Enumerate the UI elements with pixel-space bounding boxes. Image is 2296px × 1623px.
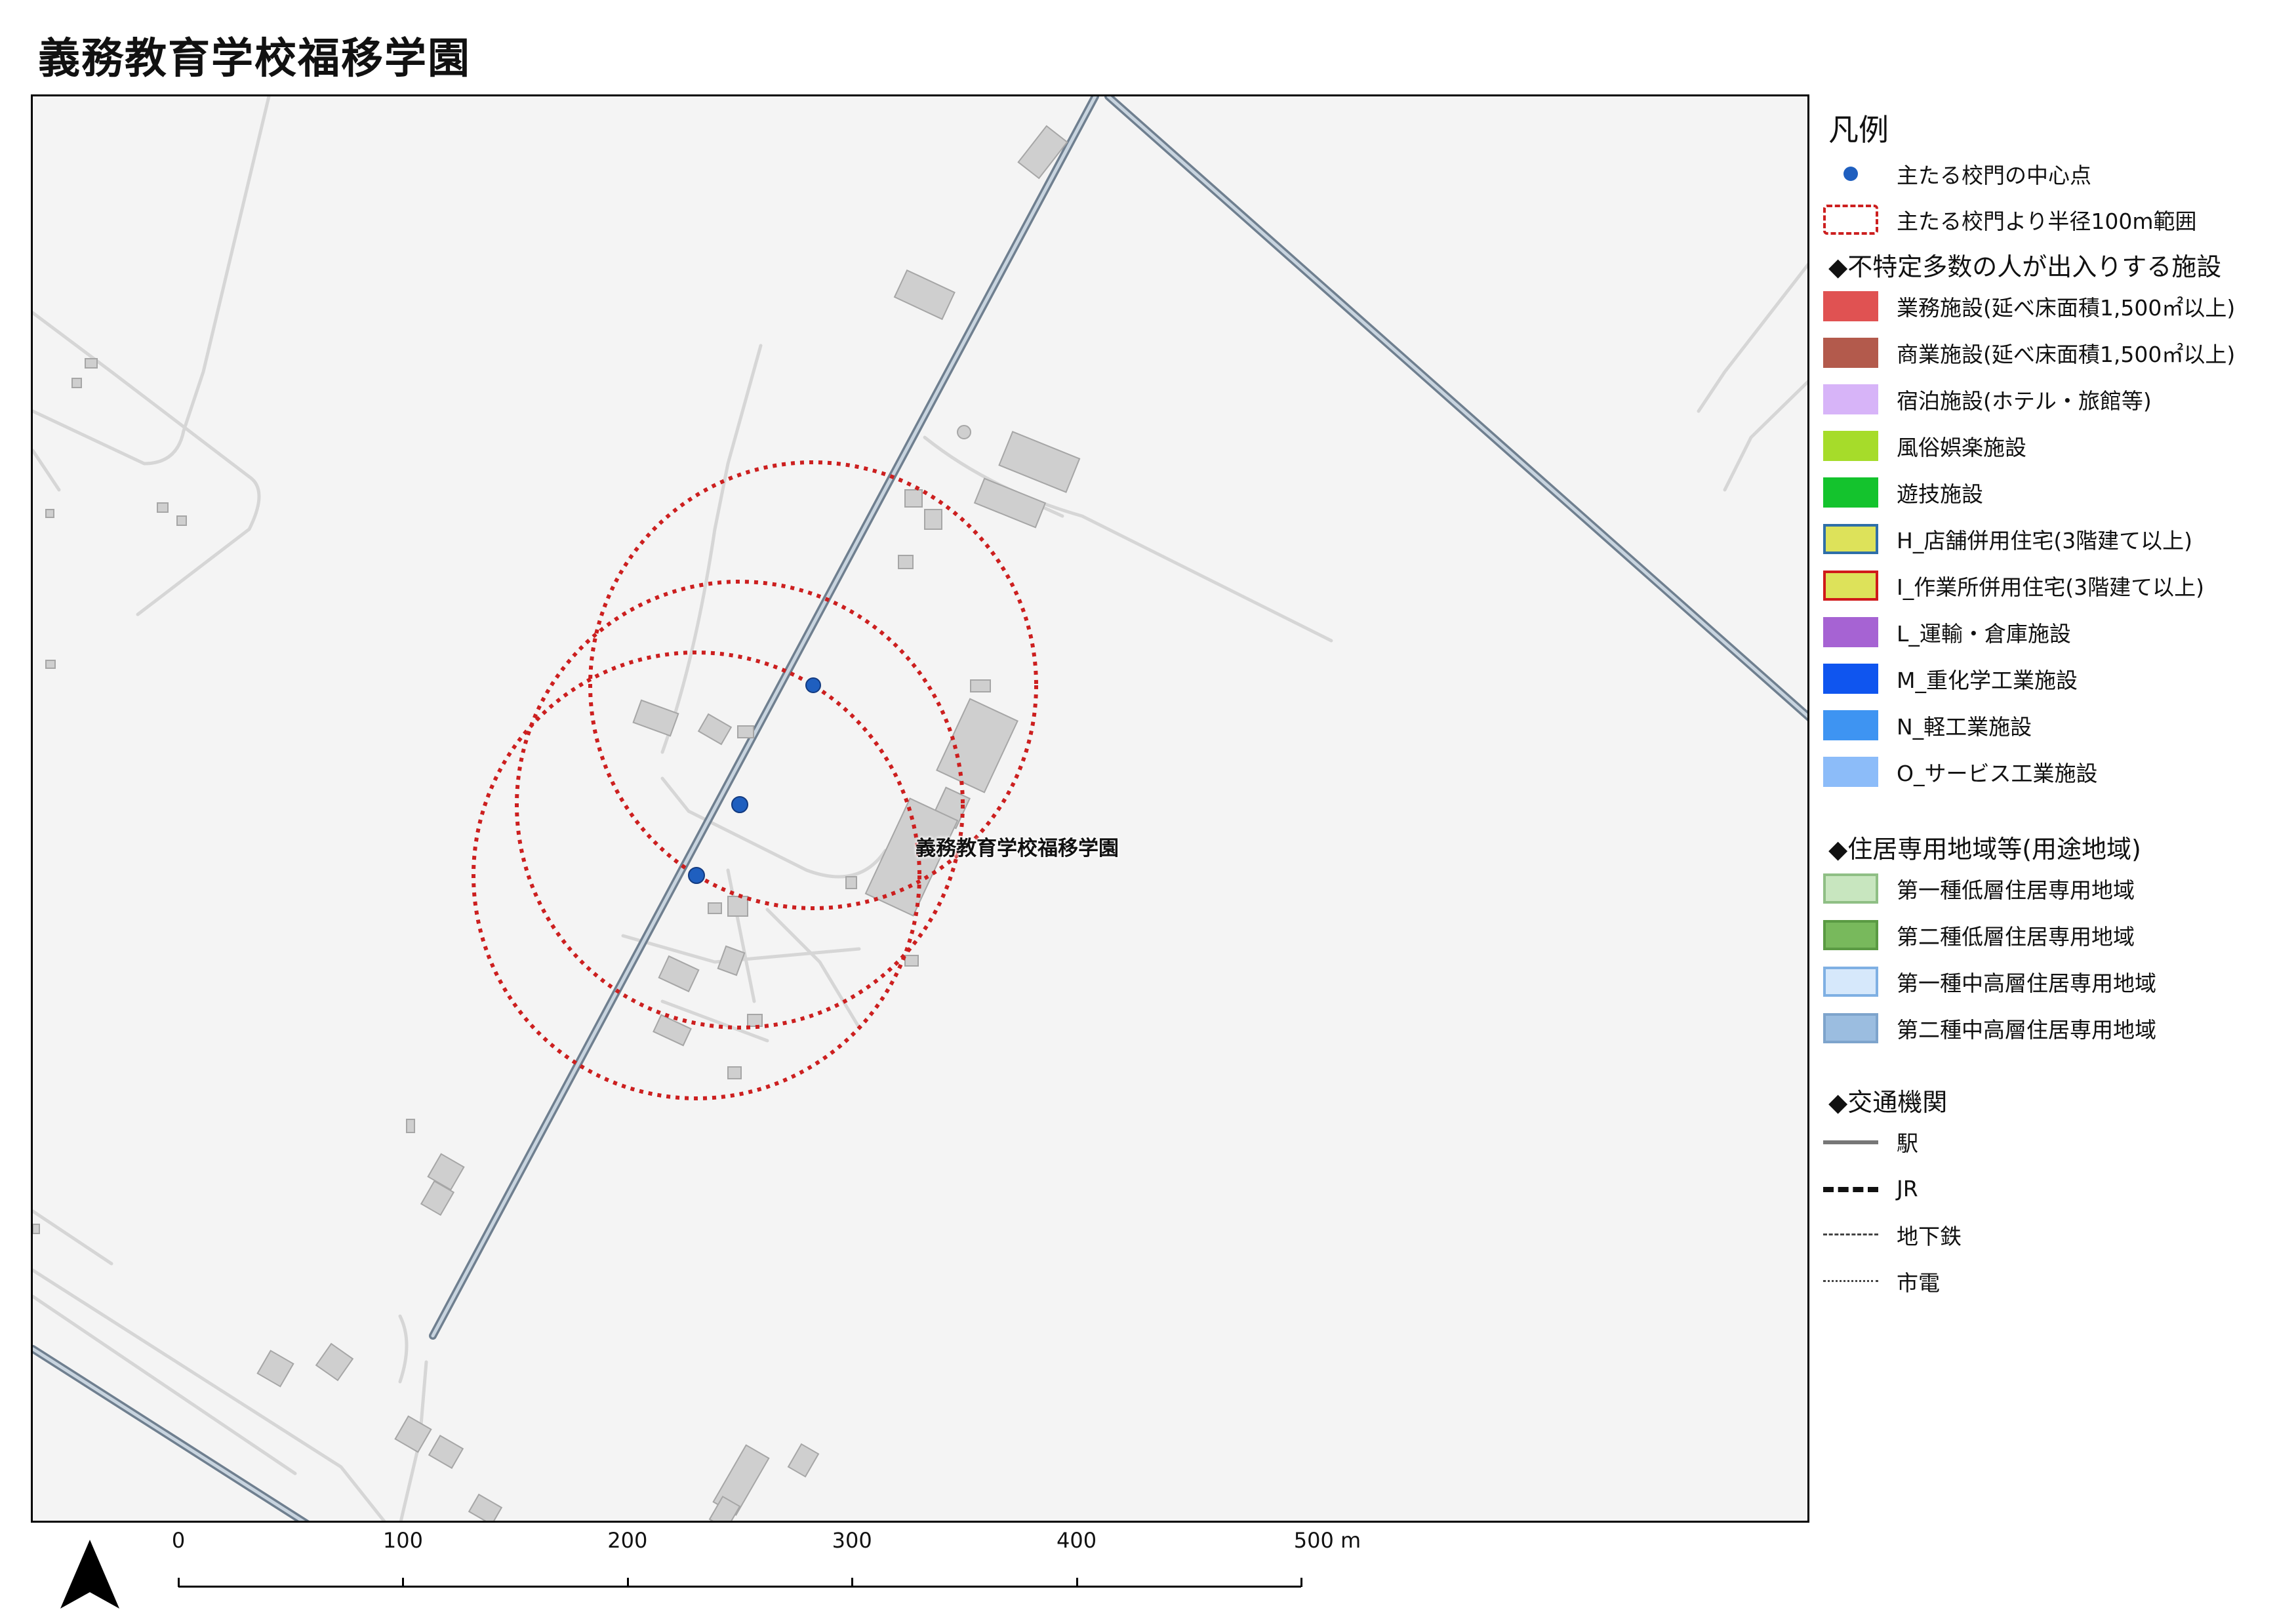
legend-label: M_重化学工業施設 <box>1897 668 2078 693</box>
legend-swatch <box>1823 757 1878 787</box>
legend-item-facility-6: I_作業所併用住宅(3階建て以上) <box>1823 569 2204 602</box>
legend-label: 第二種低層住居専用地域 <box>1897 924 2135 950</box>
legend-label: 駅 <box>1897 1131 1918 1156</box>
buildings <box>33 125 1081 1521</box>
gate-point-center <box>731 796 748 813</box>
legend-swatch <box>1823 617 1878 647</box>
legend-swatch <box>1823 571 1878 601</box>
legend-swatch <box>1823 664 1878 694</box>
legend-item-facility-2: 宿泊施設(ホテル・旅館等) <box>1823 383 2152 416</box>
radius-circle-north <box>588 460 1038 910</box>
legend-item-transport-1: JR <box>1823 1172 1918 1205</box>
map-frame[interactable]: 義務教育学校福移学園 <box>31 94 1809 1523</box>
legend-heading-facilities: ◆不特定多数の人が出入りする施設 <box>1828 252 2222 281</box>
north-arrow-icon <box>60 1540 119 1609</box>
scale-tick <box>851 1578 854 1587</box>
legend-heading-zoning: ◆住居専用地域等(用途地域) <box>1828 835 2141 864</box>
railway-lines <box>33 96 1807 1521</box>
legend-label: 第二種中高層住居専用地域 <box>1897 1017 2156 1043</box>
legend-swatch <box>1823 1013 1878 1043</box>
legend-line-swatch <box>1823 1127 1878 1157</box>
school-label: 義務教育学校福移学園 <box>916 837 1119 860</box>
radius-circle-center <box>515 580 965 1030</box>
legend-item-zoning-1: 第二種低層住居専用地域 <box>1823 919 2135 952</box>
gate-points <box>688 677 821 884</box>
legend-label: 第一種低層住居専用地域 <box>1897 877 2135 903</box>
legend-swatch <box>1823 524 1878 554</box>
legend-swatch <box>1823 291 1878 321</box>
legend-item-facility-10: O_サービス工業施設 <box>1823 755 2097 788</box>
legend-item-gate-radius: 主たる校門より半径100m範囲 <box>1823 203 2196 236</box>
legend-label: H_店舗併用住宅(3階建て以上) <box>1897 528 2193 553</box>
legend-item-facility-0: 業務施設(延べ床面積1,500㎡以上) <box>1823 290 2235 323</box>
map-title: 義務教育学校福移学園 <box>38 35 471 83</box>
legend-swatch <box>1823 710 1878 740</box>
legend-item-zoning-3: 第二種中高層住居専用地域 <box>1823 1012 2156 1045</box>
scale-tick <box>626 1578 629 1587</box>
scale-tick-label: 0 <box>171 1528 186 1553</box>
legend-label: O_サービス工業施設 <box>1897 761 2098 786</box>
legend-item-facility-1: 商業施設(延べ床面積1,500㎡以上) <box>1823 336 2235 369</box>
legend-label: JR <box>1897 1175 1918 1201</box>
legend-label: L_運輸・倉庫施設 <box>1897 621 2071 647</box>
legend-item-transport-0: 駅 <box>1823 1125 1918 1158</box>
legend-swatch <box>1823 967 1878 997</box>
legend-label: 主たる校門より半径100m範囲 <box>1897 209 2197 234</box>
legend-label: N_軽工業施設 <box>1897 714 2032 740</box>
legend-item-facility-5: H_店舗併用住宅(3階建て以上) <box>1823 523 2192 555</box>
legend-item-zoning-2: 第一種中高層住居専用地域 <box>1823 965 2156 998</box>
blue-dot-icon <box>1823 159 1878 189</box>
legend-label: 宿泊施設(ホテル・旅館等) <box>1897 388 2152 414</box>
legend-item-facility-4: 遊技施設 <box>1823 476 1983 509</box>
legend-label: 地下鉄 <box>1897 1224 1962 1249</box>
legend-label: 市電 <box>1897 1270 1940 1296</box>
legend-label: 第一種中高層住居専用地域 <box>1897 971 2156 996</box>
legend-label: 主たる校門の中心点 <box>1897 163 2091 188</box>
scale-tick <box>402 1578 405 1587</box>
scale-tick <box>1076 1578 1078 1587</box>
gate-point-south <box>688 867 705 884</box>
legend-item-facility-3: 風俗娯楽施設 <box>1823 430 2026 462</box>
legend-label: I_作業所併用住宅(3階建て以上) <box>1897 574 2204 600</box>
legend-item-transport-3: 市電 <box>1823 1265 1940 1298</box>
scale-tick-label: 400 <box>1057 1528 1097 1553</box>
scale-tick-label: 200 <box>607 1528 648 1553</box>
scale-tick-label: 100 <box>382 1528 423 1553</box>
scale-bar: 0 100 200 300 400 500 m <box>131 1528 1377 1607</box>
legend-swatch <box>1823 338 1878 368</box>
red-dashed-rect-icon <box>1823 205 1878 235</box>
legend-swatch <box>1823 477 1878 508</box>
scale-tick-label: 300 <box>832 1528 872 1553</box>
legend-swatch <box>1823 873 1878 904</box>
legend-line-swatch <box>1823 1173 1878 1203</box>
radius-circle-south <box>472 651 921 1100</box>
scale-bar-line <box>178 1586 1301 1588</box>
road-network <box>33 96 1807 1521</box>
legend-item-gate-point: 主たる校門の中心点 <box>1823 157 2091 190</box>
scale-tick <box>178 1578 180 1587</box>
legend-line-swatch <box>1823 1220 1878 1250</box>
legend-label: 業務施設(延べ床面積1,500㎡以上) <box>1897 295 2236 321</box>
legend-swatch <box>1823 384 1878 414</box>
legend-heading-transport: ◆交通機関 <box>1828 1088 1948 1117</box>
legend-item-zoning-0: 第一種低層住居専用地域 <box>1823 872 2135 905</box>
legend-item-transport-2: 地下鉄 <box>1823 1218 1962 1251</box>
gate-point-north <box>805 677 821 693</box>
legend-label: 商業施設(延べ床面積1,500㎡以上) <box>1897 342 2236 367</box>
legend-item-facility-8: M_重化学工業施設 <box>1823 662 2078 695</box>
legend-swatch <box>1823 920 1878 950</box>
legend: 凡例 主たる校門の中心点 主たる校門より半径100m範囲 ◆不特定多数の人が出入… <box>1823 98 2282 1344</box>
legend-line-swatch <box>1823 1266 1878 1296</box>
legend-label: 遊技施設 <box>1897 481 1983 507</box>
legend-swatch <box>1823 431 1878 461</box>
legend-title: 凡例 <box>1828 112 1889 148</box>
scale-tick-label: 500 m <box>1293 1528 1361 1553</box>
scale-tick <box>1300 1578 1302 1587</box>
legend-item-facility-9: N_軽工業施設 <box>1823 709 2032 742</box>
radius-circles <box>472 460 1038 1100</box>
legend-label: 風俗娯楽施設 <box>1897 435 2026 460</box>
legend-item-facility-7: L_運輸・倉庫施設 <box>1823 616 2071 649</box>
base-map <box>33 96 1807 1521</box>
